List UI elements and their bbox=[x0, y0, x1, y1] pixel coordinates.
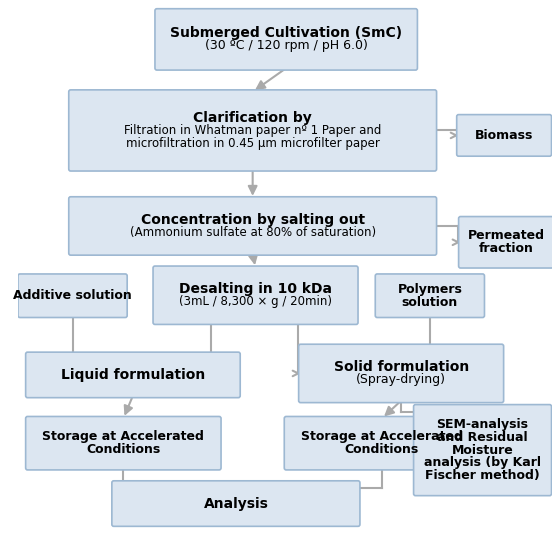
Text: Conditions: Conditions bbox=[86, 443, 160, 456]
Text: Permeated: Permeated bbox=[467, 230, 545, 242]
Text: Biomass: Biomass bbox=[475, 129, 533, 142]
Text: Solid formulation: Solid formulation bbox=[334, 360, 469, 374]
Text: microfiltration in 0.45 µm microfilter paper: microfiltration in 0.45 µm microfilter p… bbox=[126, 137, 380, 150]
Text: Clarification by: Clarification by bbox=[193, 111, 312, 125]
Text: fraction: fraction bbox=[478, 242, 534, 255]
Text: (Ammonium sulfate at 80% of saturation): (Ammonium sulfate at 80% of saturation) bbox=[130, 226, 376, 239]
FancyBboxPatch shape bbox=[69, 197, 437, 255]
Text: solution: solution bbox=[402, 296, 458, 309]
Text: Analysis: Analysis bbox=[203, 497, 268, 511]
FancyBboxPatch shape bbox=[457, 114, 551, 156]
FancyBboxPatch shape bbox=[284, 416, 480, 470]
FancyBboxPatch shape bbox=[153, 266, 358, 325]
Text: Liquid formulation: Liquid formulation bbox=[61, 368, 205, 382]
Text: Moisture: Moisture bbox=[452, 444, 514, 457]
Text: Polymers: Polymers bbox=[398, 283, 462, 296]
Text: Fischer method): Fischer method) bbox=[425, 469, 540, 482]
Text: and Residual: and Residual bbox=[437, 431, 528, 444]
FancyBboxPatch shape bbox=[69, 90, 437, 171]
FancyBboxPatch shape bbox=[18, 274, 127, 318]
Text: Storage at Accelerated: Storage at Accelerated bbox=[301, 430, 463, 443]
FancyBboxPatch shape bbox=[414, 404, 551, 496]
FancyBboxPatch shape bbox=[375, 274, 485, 318]
Text: analysis (by Karl: analysis (by Karl bbox=[424, 456, 541, 469]
Text: Additive solution: Additive solution bbox=[13, 289, 132, 302]
FancyBboxPatch shape bbox=[26, 416, 221, 470]
Text: (30 ºC / 120 rpm / pH 6.0): (30 ºC / 120 rpm / pH 6.0) bbox=[205, 39, 368, 52]
FancyBboxPatch shape bbox=[299, 344, 504, 403]
Text: Submerged Cultivation (SmC): Submerged Cultivation (SmC) bbox=[170, 26, 402, 40]
FancyBboxPatch shape bbox=[458, 217, 554, 268]
Text: Filtration in Whatman paper nº 1 Paper and: Filtration in Whatman paper nº 1 Paper a… bbox=[124, 124, 382, 137]
Text: Concentration by salting out: Concentration by salting out bbox=[140, 213, 365, 226]
Text: (Spray-drying): (Spray-drying) bbox=[356, 373, 446, 386]
FancyBboxPatch shape bbox=[155, 9, 417, 70]
Text: Conditions: Conditions bbox=[345, 443, 419, 456]
FancyBboxPatch shape bbox=[26, 352, 240, 397]
FancyBboxPatch shape bbox=[112, 481, 360, 526]
Text: SEM-analysis: SEM-analysis bbox=[437, 418, 529, 431]
Text: (3mL / 8,300 × g / 20min): (3mL / 8,300 × g / 20min) bbox=[179, 295, 332, 308]
Text: Storage at Accelerated: Storage at Accelerated bbox=[42, 430, 204, 443]
Text: Desalting in 10 kDa: Desalting in 10 kDa bbox=[179, 282, 332, 296]
